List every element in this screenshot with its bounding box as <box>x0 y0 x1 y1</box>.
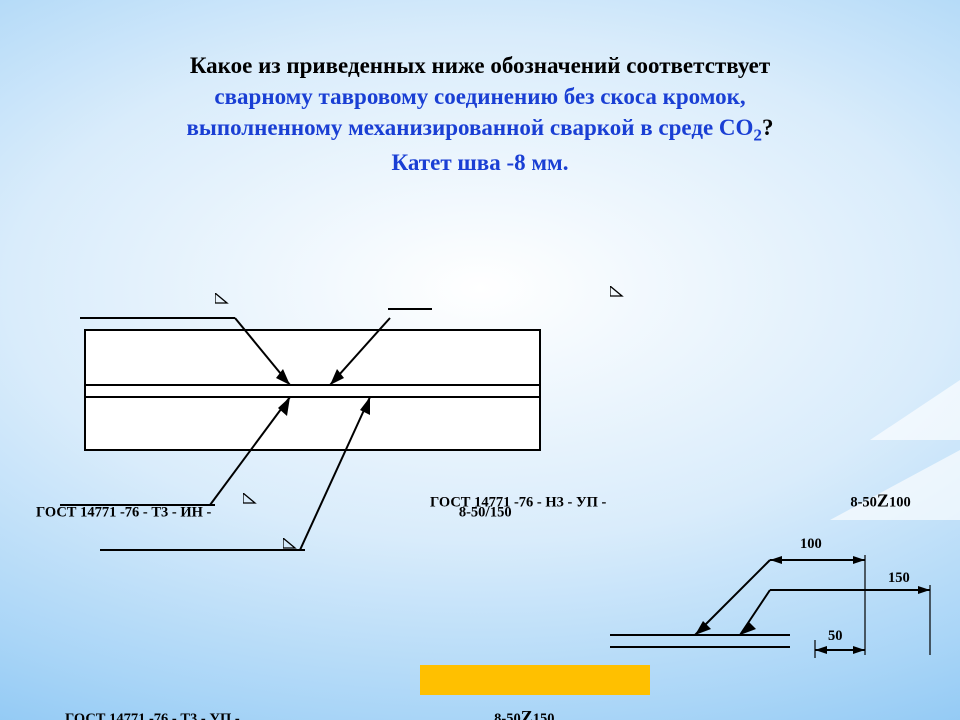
dim-50: 50 <box>828 628 843 645</box>
dim-150: 150 <box>888 570 910 587</box>
heading-line2a: сварному тавровому соединению без скоса … <box>214 84 745 109</box>
dim-100: 100 <box>800 536 822 553</box>
dimension-diagram: 100 150 50 <box>600 490 940 690</box>
weld-diagram: ГОСТ 14771 -76 - Т3 - ИН - 8-50/150 ГОСТ… <box>40 290 580 590</box>
heading-line3: Катет шва -8 мм. <box>392 150 569 175</box>
question-heading: Какое из приведенных ниже обозначений со… <box>50 50 910 178</box>
heading-line1: Какое из приведенных ниже обозначений со… <box>190 53 770 78</box>
heading-sub: 2 <box>753 126 762 145</box>
heading-line2b: выполненному механизированной сваркой в … <box>186 115 753 140</box>
label-top-right: ГОСТ 14771 -76 - Н3 - УП - 8-50Z100 <box>430 286 670 511</box>
bg-wedge-1 <box>870 380 960 440</box>
label-top-left: ГОСТ 14771 -76 - Т3 - ИН - 8-50/150 <box>36 293 280 521</box>
heading-q: ? <box>762 115 774 140</box>
